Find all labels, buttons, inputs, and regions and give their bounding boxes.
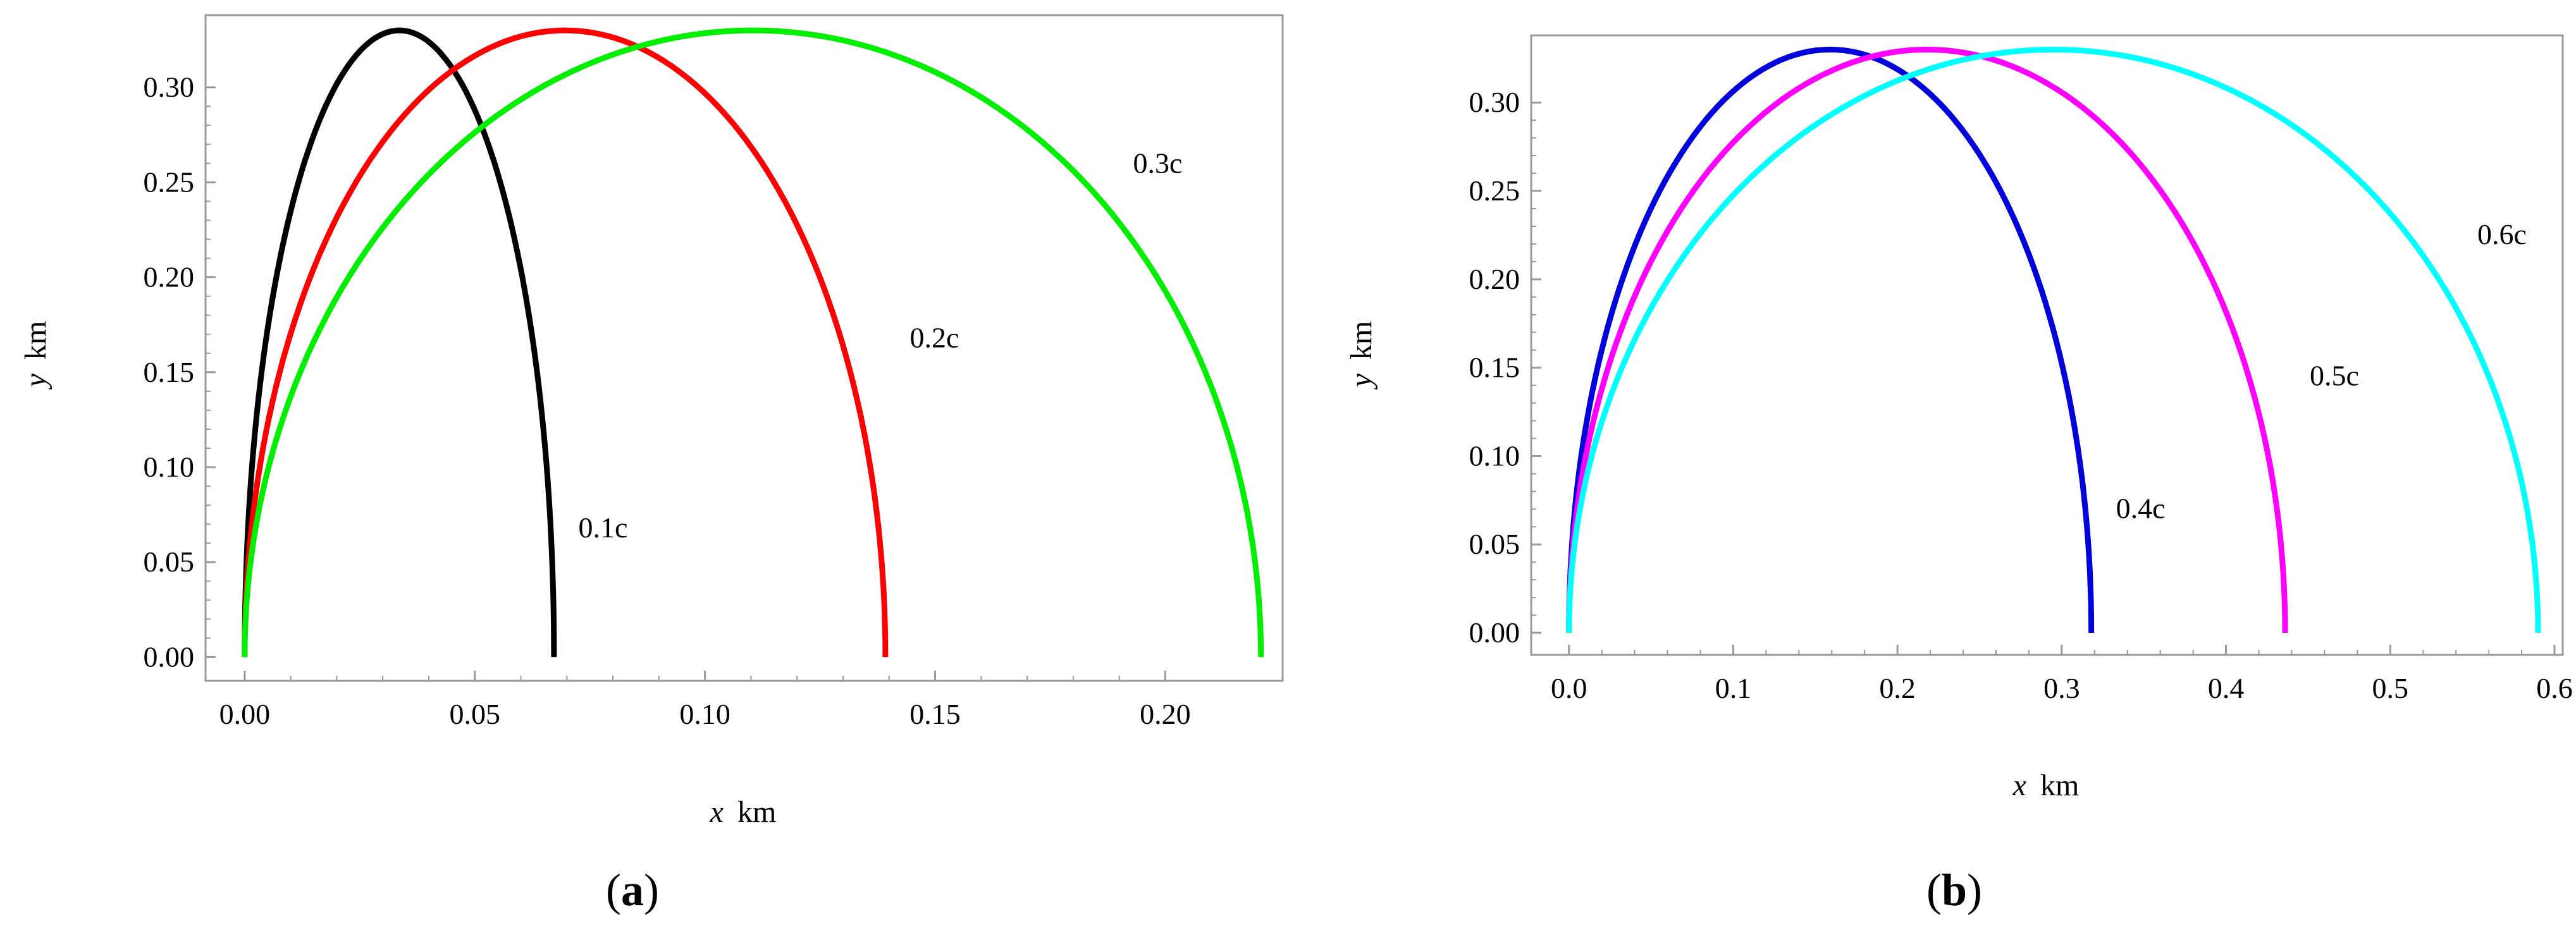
series-label-0.2c: 0.2c [910,322,959,354]
x-tick-label: 0.0 [1551,672,1587,704]
x-tick-label: 0.15 [909,698,961,730]
plot-frame-a [204,14,1284,682]
y-tick-label: 0.25 [1469,174,1520,207]
y-tick-label: 0.15 [144,356,195,388]
curve-labels-b: 0.4c 0.5c 0.6c [2116,218,2527,524]
chart-panel-b: 0.000.050.100.150.200.250.30 0.0 0.1 0.2 0.… [1345,34,2573,915]
curve-labels-a: 0.1c 0.2c 0.3c [579,147,1183,544]
y-ticks-a: 0.00 0.05 0.10 0.15 0.20 0.25 0.30 [144,71,216,673]
series-layer-b [1566,46,2541,633]
series-line-0.2c [242,27,889,657]
y-ticks-b: 0.00 0.05 0.10 0.15 0.20 0.25 0.30 [1469,86,1541,649]
chart-panel-a: 0.00 0.05 0.10 0.15 0.20 0.25 0.30 0.00 0.05 0.1… [19,14,1284,915]
x-axis-label-a: x km [710,795,777,829]
panel-label-b: (b) [1926,865,1982,915]
series-label-0.6c: 0.6c [2477,218,2527,250]
x-tick-label: 0.05 [450,698,501,730]
series-label-0.1c: 0.1c [579,511,628,544]
y-axis-label-b: ykm [1345,321,1378,391]
x-tick-label: 0.5 [2372,672,2409,704]
panel-label-a: (a) [606,865,659,915]
y-tick-label: 0.15 [1469,351,1520,384]
y-axis-label-a: ykm [19,321,52,391]
x-ticks-b: 0.0 0.1 0.2 0.3 0.4 0.5 0.6 [1551,645,2573,704]
y-tick-label: 0.00 [144,640,195,673]
y-tick-label: 0.00 [1469,616,1520,649]
series-label-0.3c: 0.3c [1133,147,1182,179]
series-layer-a [242,27,1264,657]
x-tick-label: 0.10 [679,698,730,730]
x-ticks-a: 0.00 0.05 0.10 0.15 0.20 [219,671,1191,730]
y-tick-label: 0.25 [144,166,195,198]
series-line-0.6c [1566,46,2541,633]
y-tick-label: 0.20 [144,261,195,293]
x-axis-label-b: x km [2012,769,2080,802]
y-tick-label: 0.30 [1469,86,1520,118]
y-tick-label: 0.30 [144,71,195,103]
series-label-0.5c: 0.5c [2310,360,2359,392]
y-tick-label: 0.10 [1469,439,1520,472]
y-tick-label: 0.05 [1469,528,1520,560]
series-line-0.4c [1566,46,2095,633]
series-line-0.3c [242,27,1264,657]
series-label-0.4c: 0.4c [2116,492,2166,524]
x-tick-label: 0.2 [1879,672,1916,704]
x-tick-label: 0.3 [2043,672,2080,704]
x-tick-label: 0.00 [219,698,271,730]
y-tick-label: 0.10 [144,451,195,483]
x-tick-label: 0.1 [1715,672,1752,704]
series-line-0.5c [1566,46,2288,633]
y-tick-label: 0.05 [144,546,195,578]
x-tick-label: 0.6 [2536,672,2573,704]
x-tick-label: 0.20 [1140,698,1191,730]
y-tick-label: 0.20 [1469,263,1520,295]
series-line-0.1c [242,27,557,657]
x-tick-label: 0.4 [2208,672,2245,704]
plot-frame-b [1530,34,2564,656]
